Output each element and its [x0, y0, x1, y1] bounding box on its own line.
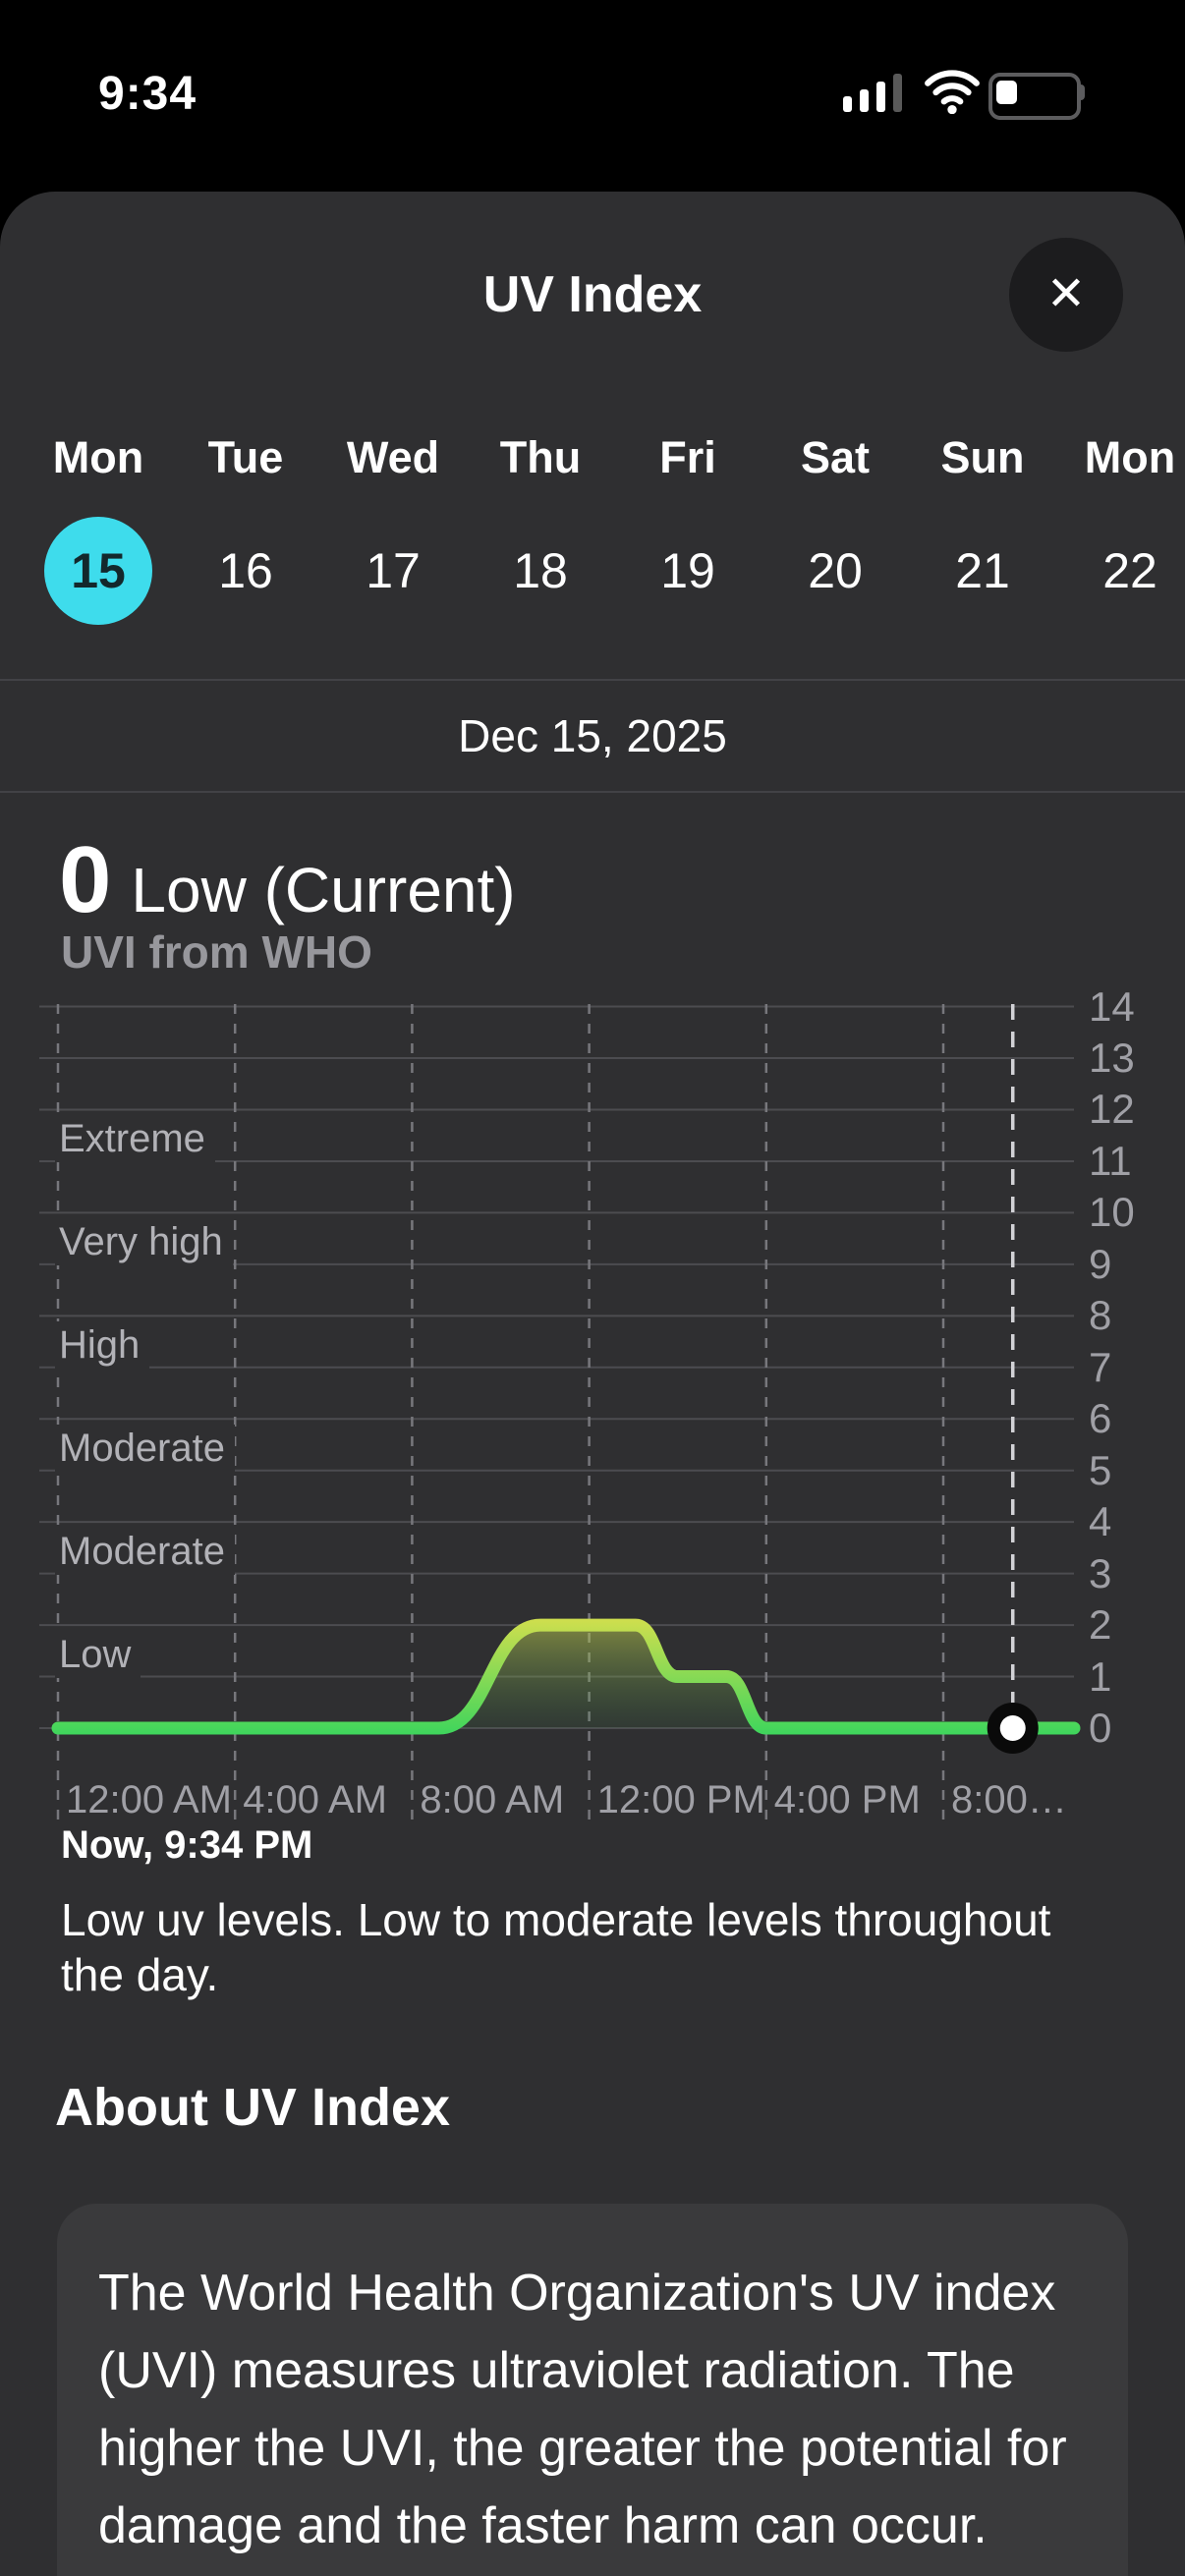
- band-label-very-high-1: Very high: [55, 1218, 233, 1266]
- now-marker-inner: [999, 1715, 1026, 1741]
- band-label-moderate-4: Moderate: [55, 1528, 235, 1576]
- battery-cap: [1079, 84, 1085, 100]
- band-label-moderate-3: Moderate: [55, 1425, 235, 1473]
- y-axis-tick-2: 2: [1089, 1601, 1112, 1649]
- y-axis-tick-10: 10: [1089, 1189, 1135, 1236]
- y-axis-tick-12: 12: [1089, 1086, 1135, 1133]
- about-paragraph-line: The World Health Organization's UV index: [98, 2265, 1056, 2322]
- day-item-wed-17[interactable]: Wed 17: [319, 432, 467, 625]
- day-item-sun-21[interactable]: Sun 21: [909, 432, 1056, 625]
- uvi-source-label: UVI from WHO: [61, 926, 372, 978]
- current-uvi-label: Low (Current): [131, 855, 516, 925]
- battery-fill: [996, 81, 1017, 104]
- y-axis-tick-4: 4: [1089, 1498, 1112, 1545]
- y-axis-tick-0: 0: [1089, 1705, 1112, 1751]
- date-number[interactable]: 18: [513, 543, 568, 598]
- y-axis-tick-9: 9: [1089, 1240, 1112, 1287]
- day-item-fri-19[interactable]: Fri 19: [614, 432, 762, 625]
- about-paragraph-line: (UVI) measures ultraviolet radiation. Th…: [98, 2342, 1015, 2399]
- date-number[interactable]: 21: [955, 543, 1010, 598]
- band-label-high-2: High: [55, 1321, 150, 1370]
- uv-index-sheet: [0, 192, 1185, 2576]
- uv-line: [51, 1618, 1081, 1735]
- about-card: The World Health Organization's UV index…: [57, 2204, 1128, 2576]
- y-axis-tick-8: 8: [1089, 1292, 1112, 1339]
- day-item-mon-15[interactable]: Mon 15: [25, 432, 172, 625]
- weekday-label: Mon: [52, 432, 144, 482]
- y-axis-tick-13: 13: [1089, 1035, 1135, 1082]
- summary-line: the day.: [61, 1949, 219, 2000]
- status-time: 9:34: [98, 68, 198, 120]
- y-axis-tick-7: 7: [1089, 1343, 1112, 1390]
- date-number[interactable]: 19: [660, 543, 715, 598]
- about-paragraph-line: higher the UVI, the greater the potentia…: [98, 2420, 1067, 2477]
- date-number[interactable]: 16: [218, 543, 273, 598]
- now-time-label: Now, 9:34 PM: [61, 1823, 313, 1867]
- selected-date-label: Dec 15, 2025: [458, 710, 727, 761]
- sheet-title: UV Index: [482, 266, 703, 323]
- current-uvi-value: 0: [59, 827, 112, 932]
- close-icon: ✕: [1045, 268, 1087, 320]
- weekday-label: Tue: [207, 432, 284, 482]
- day-item-mon-22[interactable]: Mon 22: [1056, 432, 1185, 625]
- weekday-label: Fri: [659, 432, 716, 482]
- y-axis-tick-3: 3: [1089, 1549, 1112, 1596]
- separator-bottom: [0, 791, 1185, 793]
- x-axis-tick-0: 12:00 AM: [66, 1778, 233, 1821]
- y-axis-tick-1: 1: [1089, 1652, 1112, 1700]
- y-axis-tick-5: 5: [1089, 1446, 1112, 1493]
- uv-area-fill: [58, 1625, 1074, 1728]
- separator-top: [0, 679, 1185, 681]
- x-axis-tick-4: 4:00 AM: [243, 1778, 387, 1821]
- cellular-signal-icon: [843, 73, 912, 112]
- x-axis-tick-20: 8:00…: [951, 1778, 1067, 1821]
- day-item-thu-18[interactable]: Thu 18: [467, 432, 614, 625]
- weekday-label: Sat: [800, 432, 871, 482]
- summary-line: Low uv levels. Low to moderate levels th…: [61, 1894, 1051, 1945]
- date-number[interactable]: 20: [808, 543, 863, 598]
- weekday-label: Wed: [346, 432, 440, 482]
- uv-chart[interactable]: 0 1 2 3 4 5 6 7 8 9 10 11 12 13 14 Extreme Very high High…: [0, 983, 1185, 1837]
- uv-summary-text: Low uv levels. Low to moderate levels th…: [61, 1892, 1122, 2002]
- day-item-sat-20[interactable]: Sat 20: [762, 432, 909, 625]
- band-label-extreme-0: Extreme: [55, 1115, 215, 1163]
- day-item-tue-16[interactable]: Tue 16: [172, 432, 319, 625]
- x-axis-tick-16: 4:00 PM: [773, 1778, 921, 1821]
- x-axis-tick-8: 8:00 AM: [420, 1778, 565, 1821]
- about-paragraph-line: damage and the faster harm can occur.: [98, 2497, 988, 2554]
- x-axis-tick-12: 12:00 PM: [596, 1778, 765, 1821]
- wifi-icon: [922, 69, 983, 119]
- y-axis-tick-6: 6: [1089, 1395, 1112, 1442]
- band-label-low-5: Low: [55, 1631, 141, 1679]
- selected-date-circle[interactable]: 15: [44, 517, 152, 625]
- date-number[interactable]: 22: [1102, 543, 1157, 598]
- y-axis-tick-11: 11: [1089, 1137, 1132, 1184]
- weekday-label: Sun: [940, 432, 1025, 482]
- weekday-label: Mon: [1084, 432, 1176, 482]
- date-number[interactable]: 17: [366, 543, 421, 598]
- current-reading: 0 Low (Current): [59, 833, 516, 927]
- about-paragraph-line: The UVI can help you decide when to: [98, 2565, 1087, 2576]
- about-heading: About UV Index: [55, 2078, 450, 2137]
- weekday-label: Thu: [499, 432, 582, 482]
- y-axis-tick-14: 14: [1089, 982, 1135, 1030]
- close-button[interactable]: ✕: [1009, 238, 1123, 352]
